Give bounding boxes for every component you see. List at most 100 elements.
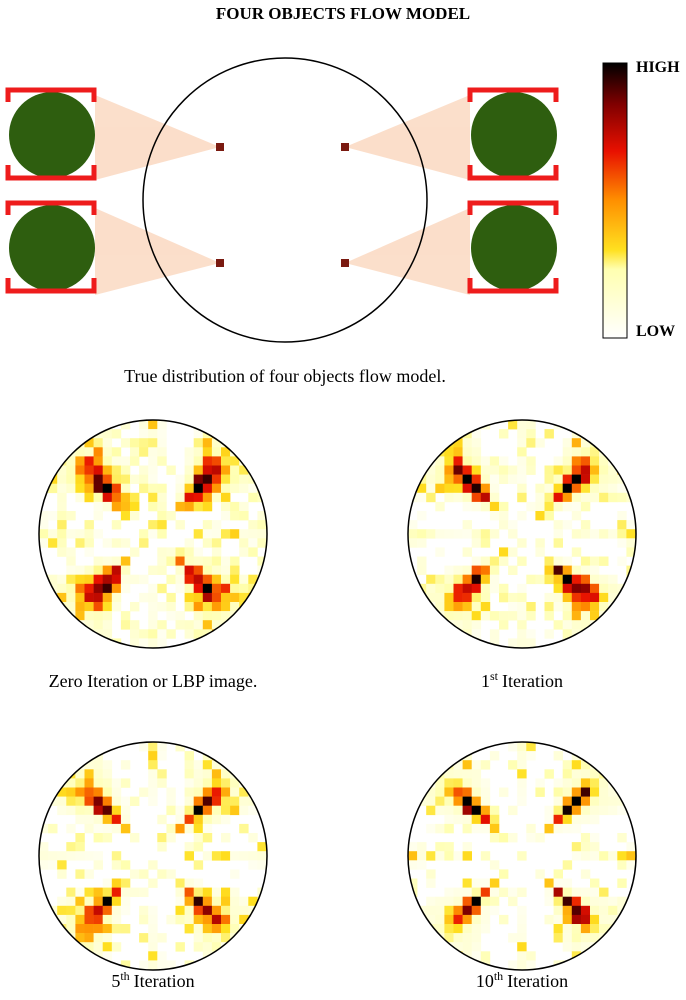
heat-cell [193, 842, 204, 852]
heat-cell [553, 529, 563, 539]
heat-cell [435, 924, 445, 934]
heat-cell [221, 492, 231, 503]
heat-cell [184, 620, 194, 630]
heat-cell [93, 796, 103, 806]
heat-cell [111, 429, 122, 439]
heat-cell [553, 896, 563, 907]
heat-cell [580, 769, 591, 779]
heat-cell [462, 769, 472, 779]
heat-cell [571, 592, 582, 603]
heat-cell [239, 823, 249, 834]
heat-cell [193, 942, 204, 952]
heat-cell [608, 787, 618, 797]
heat-cell [184, 456, 194, 466]
heat-cell [553, 887, 563, 897]
zoom-boxes [5, 87, 559, 294]
heat-cell [626, 538, 636, 548]
heat-cell [599, 787, 609, 797]
heat-cell [111, 805, 122, 816]
heat-cell [426, 823, 436, 834]
heat-cell [257, 511, 267, 521]
heat-cell [571, 529, 582, 539]
heat-cell [66, 556, 76, 566]
heat-cell [571, 842, 582, 852]
heat-cell [202, 592, 213, 603]
heat-cell [571, 760, 582, 770]
heat-cell [635, 851, 636, 861]
heat-cell [148, 501, 158, 512]
heat-cell [57, 465, 67, 475]
heat-cell [590, 787, 600, 797]
heat-cell [230, 887, 240, 897]
heat-cell [184, 778, 194, 788]
heat-cell [580, 501, 591, 512]
heat-cell [480, 465, 491, 475]
heat-cell [75, 933, 85, 943]
heat-cell [139, 429, 149, 439]
heat-cell [590, 805, 600, 816]
heat-cell [571, 851, 582, 861]
heat-cell [120, 438, 131, 448]
heat-cell [571, 796, 582, 806]
heat-cell [221, 905, 231, 916]
heat-cell [102, 814, 113, 825]
heat-cell [93, 833, 103, 843]
heat-cell [75, 769, 85, 779]
caption-text: Zero Iteration or LBP image. [48, 671, 258, 691]
heat-cell [608, 574, 618, 585]
heat-cell [417, 483, 427, 494]
heat-cell [562, 474, 573, 484]
heat-cell [75, 565, 85, 575]
heat-cell [617, 805, 627, 816]
heat-cell [580, 887, 591, 897]
heat-cell [462, 887, 472, 897]
heatmap-border [407, 419, 637, 649]
heat-cell [571, 620, 582, 630]
heat-cell [526, 823, 536, 834]
heat-cell [453, 769, 463, 779]
heat-cell [166, 796, 176, 806]
heat-cell [184, 556, 194, 566]
heat-cell [184, 751, 194, 761]
heat-cell [193, 574, 204, 585]
heat-cell [239, 592, 249, 603]
heat-cell [462, 602, 472, 612]
heat-cell [193, 474, 204, 484]
heat-cell [166, 465, 176, 475]
heat-cell [590, 905, 600, 916]
heat-cell [544, 611, 554, 621]
heat-cell [175, 878, 185, 888]
heat-cell [257, 529, 267, 539]
heat-cell [193, 833, 204, 843]
heat-cell [148, 860, 158, 870]
heat-cell [193, 529, 204, 539]
heat-cell [480, 851, 491, 861]
heat-cell [84, 924, 94, 934]
heat-cell [93, 529, 103, 539]
heat-cell [426, 933, 436, 943]
heat-cell [202, 583, 213, 594]
heat-cell [66, 565, 76, 575]
caption-text: Iteration [502, 671, 563, 691]
heat-cell [66, 620, 76, 630]
heat-cell [444, 474, 454, 484]
heat-cell [435, 842, 445, 852]
heat-cell [202, 851, 213, 861]
heat-cell [57, 574, 67, 585]
heat-cell [221, 924, 231, 934]
heat-cell [148, 456, 158, 466]
heat-cell [508, 647, 518, 648]
heat-cell [184, 501, 194, 512]
heat-cell [130, 796, 140, 806]
heat-cell [130, 833, 140, 843]
heat-cell [571, 896, 582, 907]
caption-sup: th [493, 969, 504, 983]
heat-cell [202, 420, 213, 430]
heat-cell [202, 538, 213, 548]
heat-cell [499, 501, 509, 512]
heat-cell [111, 538, 122, 548]
heat-cell [571, 611, 582, 621]
heat-cell [462, 851, 472, 861]
heat-cell [221, 447, 231, 457]
heat-cell [489, 751, 500, 761]
